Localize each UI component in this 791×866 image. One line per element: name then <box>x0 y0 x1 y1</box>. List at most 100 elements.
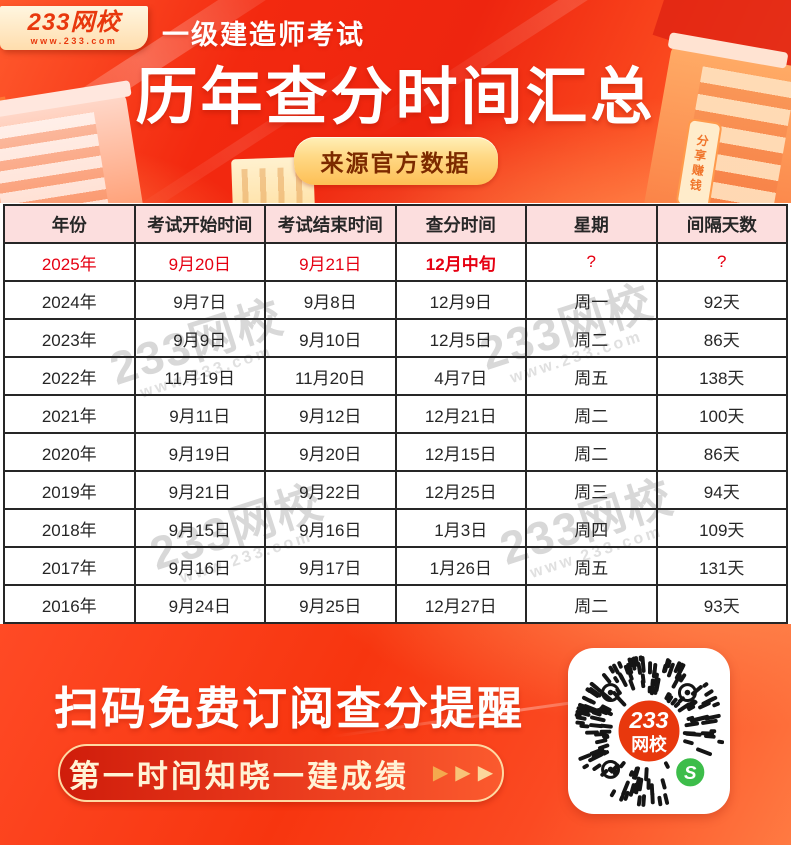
table-cell: 周五 <box>525 356 658 396</box>
table-cell: 94天 <box>655 470 788 510</box>
table-cell: 9月19日 <box>133 432 266 472</box>
table-cell: 9月20日 <box>133 242 266 282</box>
table-cell: 12月中旬 <box>394 242 527 282</box>
wechat-icon <box>673 755 708 790</box>
table-cell: 9月15日 <box>133 508 266 548</box>
brand-logo-text: 233网校 <box>27 8 121 36</box>
table-row: 2019年 9月21日 9月22日 12月25日 周三 94天 <box>3 470 788 510</box>
table-row: 2017年 9月16日 9月17日 1月26日 周五 131天 <box>3 546 788 586</box>
table-row: 2024年 9月7日 9月8日 12月9日 周一 92天 <box>3 280 788 320</box>
table-cell: ? <box>655 242 788 282</box>
table-cell: 9月7日 <box>133 280 266 320</box>
table-header-row: 年份 考试开始时间 考试结束时间 查分时间 星期 间隔天数 <box>3 204 788 244</box>
table-cell: 9月22日 <box>264 470 397 510</box>
qr-code-image: 233 网校 S <box>574 655 724 807</box>
table-cell: 100天 <box>655 394 788 434</box>
table-cell: 86天 <box>655 432 788 472</box>
table-cell: 9月25日 <box>264 584 397 624</box>
cta-button-label: 第一时间知晓一建成绩 <box>68 758 409 794</box>
table-cell: 2017年 <box>3 546 136 586</box>
table-cell: 2023年 <box>3 318 136 358</box>
table-cell: 9月16日 <box>133 546 266 586</box>
qr-center-text-1: 233 <box>628 707 668 733</box>
table-cell: 9月9日 <box>133 318 266 358</box>
brand-logo-url: www.233.com <box>30 35 118 46</box>
table-row: 2025年 9月20日 9月21日 12月中旬?? <box>3 242 788 282</box>
column-header: 考试开始时间 <box>133 204 266 244</box>
building-sign-label: 分享赚钱 <box>686 133 711 195</box>
table-cell: 4月7日 <box>394 356 527 396</box>
table-cell: 周三 <box>525 470 658 510</box>
table-body: 2025年 9月20日 9月21日 12月中旬?? 2024年 9月7日 9月8日 12月9日… <box>3 242 788 624</box>
page-title: 历年查分时间汇总 <box>135 63 656 132</box>
table-row: 2020年 9月19日 9月20日 12月15日 周二 86天 <box>3 432 788 472</box>
brand-logo[interactable]: 233网校 www.233.com <box>0 6 148 50</box>
table-cell: 9月20日 <box>264 432 397 472</box>
cta-title: 扫码免费订阅查分提醒 <box>54 683 525 734</box>
column-header: 间隔天数 <box>655 204 788 244</box>
table-row: 2023年 9月9日 9月10日 12月5日 周二 86天 <box>3 318 788 358</box>
table-cell: 周二 <box>525 318 658 358</box>
table-row: 2022年 11月19日 11月20日 4月7日 周五 138天 <box>3 356 788 396</box>
column-header: 年份 <box>3 204 136 244</box>
table-cell: 11月19日 <box>133 356 266 396</box>
table-cell: ? <box>525 242 658 282</box>
table-row: 2018年 9月15日 9月16日 1月3日 周四 109天 <box>3 508 788 548</box>
svg-text:S: S <box>684 762 697 783</box>
table-cell: 12月27日 <box>394 584 527 624</box>
exam-name-label: 一级建造师考试 <box>162 20 365 50</box>
table-cell: 2018年 <box>3 508 136 548</box>
table-cell: 131天 <box>655 546 788 586</box>
table-cell: 93天 <box>655 584 788 624</box>
table-cell: 9月24日 <box>133 584 266 624</box>
table-cell: 周二 <box>525 394 658 434</box>
column-header: 查分时间 <box>394 204 527 244</box>
table-cell: 9月21日 <box>133 470 266 510</box>
data-source-badge: 来源官方数据 <box>293 137 498 185</box>
table-cell: 92天 <box>655 280 788 320</box>
column-header: 星期 <box>525 204 658 244</box>
table-cell: 12月25日 <box>394 470 527 510</box>
table-row: 2016年 9月24日 9月25日 12月27日 周二 93天 <box>3 584 788 624</box>
table-cell: 周二 <box>525 584 658 624</box>
table-cell: 9月8日 <box>264 280 397 320</box>
table-cell: 2025年 <box>3 242 136 282</box>
top-banner: 分享赚钱 233网校 www.233.com 一级建造师考试 历年查分时间汇总 … <box>0 0 791 203</box>
table-cell: 2020年 <box>3 432 136 472</box>
score-table-section: 233网校 www.233.com 233网校 www.233.com 233网校 www… <box>0 203 791 624</box>
table-cell: 9月10日 <box>264 318 397 358</box>
table-cell: 138天 <box>655 356 788 396</box>
table-cell: 1月26日 <box>394 546 527 586</box>
subscribe-banner: 扫码免费订阅查分提醒 第一时间知晓一建成绩 ▶ ▶ ▶ 233 网校 <box>0 624 791 845</box>
table-cell: 2024年 <box>3 280 136 320</box>
table-cell: 2021年 <box>3 394 136 434</box>
table-cell: 9月17日 <box>264 546 397 586</box>
table-cell: 9月11日 <box>133 394 266 434</box>
table-cell: 12月21日 <box>394 394 527 434</box>
table-cell: 9月16日 <box>264 508 397 548</box>
table-cell: 2019年 <box>3 470 136 510</box>
table-cell: 12月9日 <box>394 280 527 320</box>
table-cell: 周五 <box>525 546 658 586</box>
table-cell: 11月20日 <box>264 356 397 396</box>
cta-button[interactable]: 第一时间知晓一建成绩 ▶ ▶ ▶ <box>58 744 504 802</box>
table-cell: 9月21日 <box>264 242 397 282</box>
table-cell: 周一 <box>525 280 658 320</box>
column-header: 考试结束时间 <box>264 204 397 244</box>
qr-center-text-2: 网校 <box>631 734 667 755</box>
table-row: 2021年 9月11日 9月12日 12月21日 周二 100天 <box>3 394 788 434</box>
score-table: 年份 考试开始时间 考试结束时间 查分时间 星期 间隔天数 2025年 9月20日 9月21日… <box>3 204 788 624</box>
triple-arrow-icon: ▶ ▶ ▶ <box>432 762 494 784</box>
table-cell: 2022年 <box>3 356 136 396</box>
table-cell: 109天 <box>655 508 788 548</box>
table-cell: 12月15日 <box>394 432 527 472</box>
table-cell: 周四 <box>525 508 658 548</box>
qr-center-circle <box>615 697 683 765</box>
table-cell: 12月5日 <box>394 318 527 358</box>
table-cell: 周二 <box>525 432 658 472</box>
table-cell: 2016年 <box>3 584 136 624</box>
table-cell: 1月3日 <box>394 508 527 548</box>
qr-code-card[interactable]: 233 网校 S <box>568 648 730 814</box>
table-cell: 9月12日 <box>264 394 397 434</box>
table-cell: 86天 <box>655 318 788 358</box>
